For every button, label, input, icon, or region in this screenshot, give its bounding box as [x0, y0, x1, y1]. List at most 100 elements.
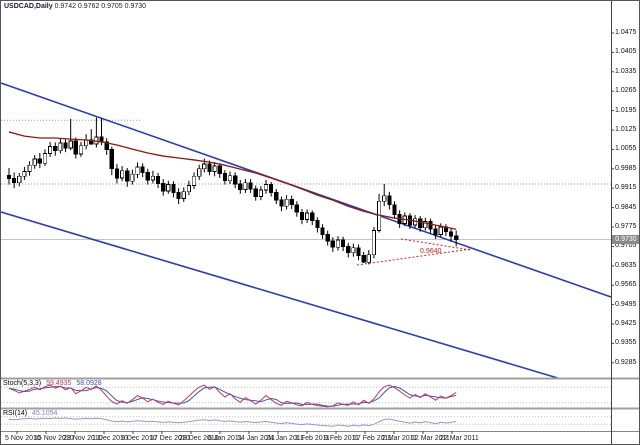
time-axis-label: 28 Dec 2010: [179, 435, 219, 442]
candle-body: [27, 164, 32, 172]
candle-body: [448, 231, 454, 237]
price-axis-label: 0.9425: [615, 320, 637, 327]
price-axis-label: 1.0125: [615, 126, 637, 133]
candle-body: [145, 172, 150, 181]
candle-body: [140, 166, 145, 173]
candle-body: [186, 185, 191, 193]
time-axis-label: 9 Dec 2010: [121, 435, 157, 442]
candle-body: [258, 189, 263, 197]
time-axis-label: 24 Jan 2011: [266, 435, 305, 442]
candle-body: [330, 240, 335, 248]
candle-body: [299, 211, 305, 220]
candle-body: [222, 173, 227, 182]
candle-body: [351, 247, 356, 254]
price-annotation-label: 0.9640: [420, 248, 442, 255]
candle-body: [202, 163, 207, 170]
candle-body: [310, 212, 315, 222]
candle-body: [248, 182, 253, 190]
time-axis-label: 17 Dec 2010: [150, 435, 190, 442]
candle-body: [207, 163, 212, 172]
candle-body: [387, 195, 392, 206]
price-axis-label: 1.0475: [615, 29, 637, 36]
price-axis-label: 0.9635: [615, 261, 637, 269]
rsi-line: [8, 417, 457, 427]
candle-body: [12, 178, 17, 184]
price-axis-label: 0.9845: [615, 203, 637, 211]
candle-body: [68, 140, 73, 149]
candle-body: [166, 184, 171, 192]
price-axis-label: 0.9495: [615, 300, 637, 308]
candle-body: [171, 184, 176, 193]
ohlc-readout: 0.9742 0.9762 0.9705 0.9730: [54, 3, 147, 10]
stochastic-main-line: [8, 384, 457, 408]
candle-body: [274, 191, 279, 201]
chart-legend: USDCAD,Daily 0.9742 0.9762 0.9705 0.9730: [4, 3, 146, 11]
stochastic-name: Stoch(5,3,3): [3, 380, 42, 387]
moving-average-line: [8, 131, 457, 230]
time-axis-label: 6 Jan 2011: [208, 435, 243, 442]
candle-body: [63, 142, 68, 149]
time-axis-label: 17 Feb 2011: [353, 435, 392, 442]
candle-body: [433, 228, 438, 235]
time-axis-label: 2 Mar 2011: [382, 435, 417, 442]
time-axis-label: 22 Mar 2011: [440, 435, 479, 442]
current-price-box: 0.9730: [612, 235, 639, 244]
price-axis-label: 1.0405: [615, 48, 637, 56]
candle-body: [176, 191, 181, 199]
price-axis-label: 1.0335: [615, 67, 637, 75]
candle-body: [243, 182, 248, 190]
rsi-value: 45.1054: [32, 410, 58, 417]
candle-body: [191, 175, 197, 186]
price-axis-label: 1.0265: [615, 87, 637, 95]
candle-body: [53, 146, 58, 152]
candle-body: [78, 145, 84, 155]
candle-body: [238, 183, 243, 190]
price-axis-label: 0.9705: [615, 242, 637, 250]
candle-body: [438, 226, 443, 235]
stochastic-signal-value: 58.0928: [76, 380, 102, 387]
candle-body: [130, 173, 135, 182]
candle-body: [32, 158, 37, 166]
candle-body: [89, 139, 94, 145]
candle-body: [263, 184, 269, 191]
candle-body: [114, 168, 120, 179]
candle-body: [371, 230, 377, 256]
candle-body: [212, 165, 217, 172]
candle-body: [135, 166, 140, 175]
candle-body: [315, 220, 320, 229]
candle-body: [356, 247, 361, 256]
candle-body: [289, 198, 294, 206]
time-axis-label: 5 Nov 2010: [5, 435, 41, 442]
time-axis-label: 23 Nov 2010: [63, 435, 103, 442]
price-axis-label: 0.9565: [615, 281, 637, 289]
candle-body: [119, 170, 125, 179]
candle-body: [392, 204, 397, 215]
candle-body: [58, 142, 63, 152]
time-axis-label: 9 Feb 2011: [324, 435, 359, 442]
candle-body: [48, 146, 53, 154]
candle-body: [197, 168, 202, 177]
candle-body: [233, 175, 238, 185]
candle-body: [109, 148, 114, 170]
candle-body: [73, 140, 78, 155]
candle-body: [454, 235, 459, 240]
candle-body: [320, 227, 325, 235]
price-axis-label: 1.0055: [615, 145, 637, 153]
candle-body: [6, 174, 12, 179]
annotation-dotted-line: [356, 248, 472, 266]
candle-body: [155, 175, 161, 184]
price-axis-label: 0.9985: [615, 164, 637, 172]
price-axis-label: 0.9915: [615, 184, 637, 192]
candle-body: [217, 165, 222, 174]
candle-body: [269, 184, 274, 193]
stochastic-pane-label: Stoch(5,3,3) 59.4935 58.0928: [3, 380, 102, 388]
candle-body: [305, 212, 310, 220]
candle-body: [428, 221, 433, 230]
candle-body: [125, 170, 130, 182]
candle-body: [346, 245, 351, 254]
candle-body: [325, 234, 330, 242]
candle-body: [94, 136, 99, 145]
price-axis-label: 0.9775: [615, 223, 637, 230]
